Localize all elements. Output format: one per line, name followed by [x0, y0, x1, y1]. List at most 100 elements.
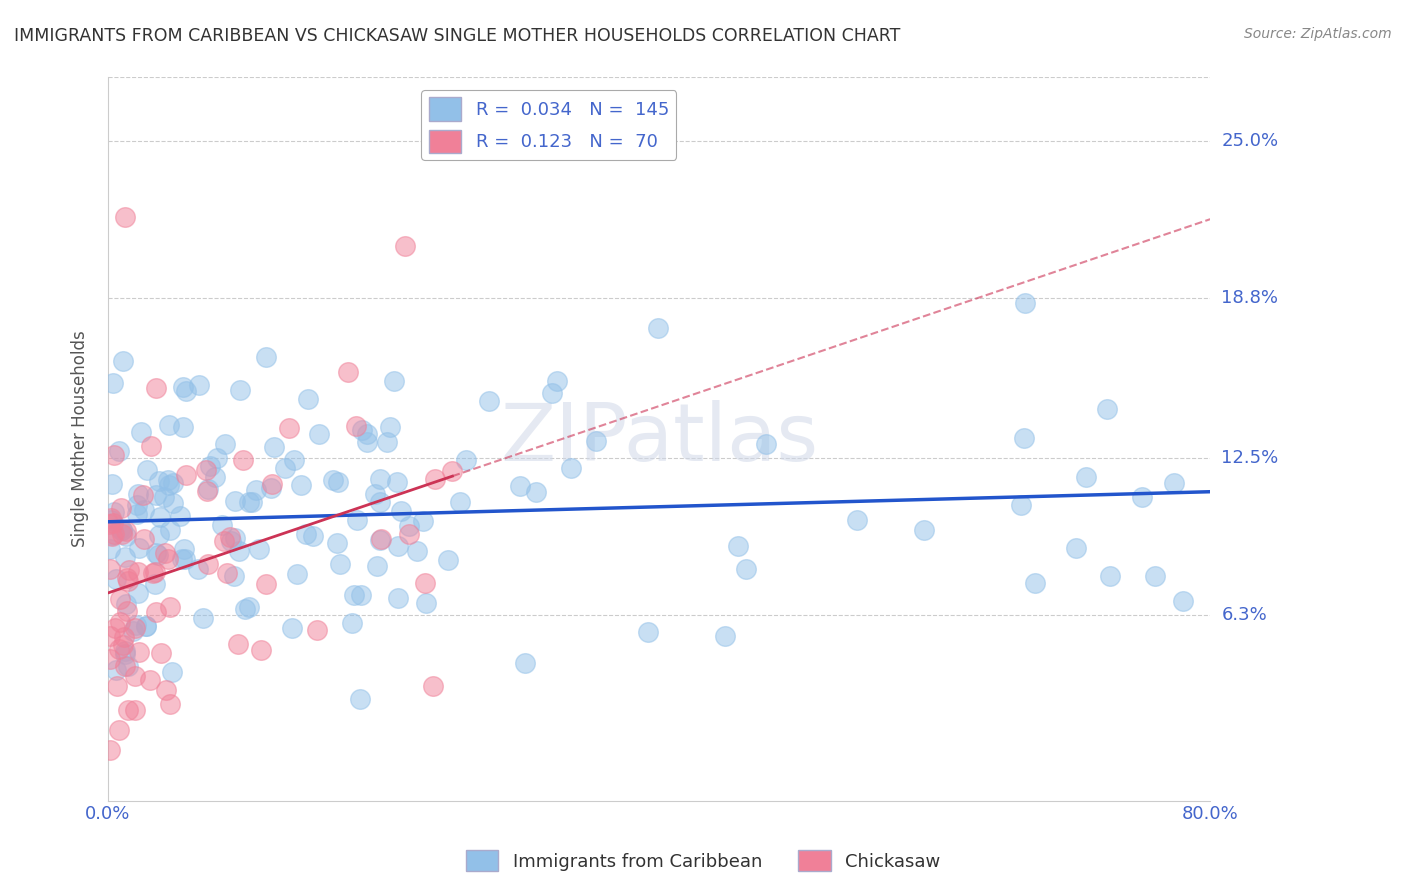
- Point: [233, 602, 256, 616]
- Point: [343, 588, 366, 602]
- Point: [205, 450, 228, 465]
- Point: [329, 557, 352, 571]
- Point: [142, 566, 165, 580]
- Point: [509, 479, 531, 493]
- Point: [101, 376, 124, 390]
- Point: [127, 487, 149, 501]
- Point: [124, 703, 146, 717]
- Text: IMMIGRANTS FROM CARIBBEAN VS CHICKASAW SINGLE MOTHER HOUSEHOLDS CORRELATION CHAR: IMMIGRANTS FROM CARIBBEAN VS CHICKASAW S…: [14, 27, 900, 45]
- Point: [153, 546, 176, 560]
- Point: [228, 543, 250, 558]
- Point: [637, 624, 659, 639]
- Point: [172, 419, 194, 434]
- Point: [346, 419, 368, 434]
- Point: [845, 513, 868, 527]
- Point: [143, 565, 166, 579]
- Point: [368, 472, 391, 486]
- Point: [128, 541, 150, 556]
- Point: [1010, 499, 1032, 513]
- Point: [149, 509, 172, 524]
- Point: [174, 467, 197, 482]
- Point: [350, 588, 373, 602]
- Point: [238, 599, 260, 614]
- Point: [145, 381, 167, 395]
- Point: [647, 321, 669, 335]
- Point: [290, 478, 312, 492]
- Point: [1171, 594, 1194, 608]
- Point: [100, 514, 122, 528]
- Point: [211, 518, 233, 533]
- Point: [156, 552, 179, 566]
- Point: [124, 669, 146, 683]
- Point: [260, 477, 283, 491]
- Point: [135, 463, 157, 477]
- Point: [162, 475, 184, 490]
- Point: [139, 673, 162, 688]
- Point: [541, 386, 564, 401]
- Point: [204, 470, 226, 484]
- Point: [143, 577, 166, 591]
- Point: [387, 539, 409, 553]
- Point: [1130, 490, 1153, 504]
- Point: [224, 531, 246, 545]
- Point: [370, 533, 392, 547]
- Point: [449, 495, 471, 509]
- Point: [1098, 568, 1121, 582]
- Point: [238, 495, 260, 509]
- Point: [281, 621, 304, 635]
- Point: [714, 629, 737, 643]
- Point: [326, 475, 349, 490]
- Point: [114, 644, 136, 658]
- Point: [125, 499, 148, 513]
- Point: [108, 723, 131, 737]
- Point: [212, 533, 235, 548]
- Point: [118, 563, 141, 577]
- Point: [350, 423, 373, 437]
- Point: [104, 572, 127, 586]
- Point: [98, 562, 121, 576]
- Point: [387, 591, 409, 606]
- Point: [145, 605, 167, 619]
- Point: [103, 448, 125, 462]
- Point: [155, 682, 177, 697]
- Point: [110, 522, 132, 536]
- Point: [250, 643, 273, 657]
- Point: [148, 475, 170, 489]
- Point: [454, 453, 477, 467]
- Point: [145, 546, 167, 560]
- Point: [114, 658, 136, 673]
- Point: [111, 523, 134, 537]
- Point: [285, 567, 308, 582]
- Point: [101, 529, 124, 543]
- Point: [560, 461, 582, 475]
- Point: [159, 599, 181, 614]
- Point: [242, 494, 264, 508]
- Point: [193, 611, 215, 625]
- Point: [217, 566, 239, 581]
- Point: [1014, 431, 1036, 445]
- Point: [135, 619, 157, 633]
- Point: [114, 210, 136, 224]
- Point: [111, 523, 134, 537]
- Point: [115, 571, 138, 585]
- Point: [162, 665, 184, 679]
- Point: [336, 365, 359, 379]
- Point: [305, 624, 328, 638]
- Point: [263, 440, 285, 454]
- Point: [412, 514, 434, 528]
- Text: ZIPatlas: ZIPatlas: [501, 400, 818, 478]
- Point: [368, 533, 391, 548]
- Point: [278, 421, 301, 435]
- Point: [115, 598, 138, 612]
- Point: [222, 568, 245, 582]
- Point: [1014, 295, 1036, 310]
- Point: [108, 641, 131, 656]
- Text: 18.8%: 18.8%: [1222, 289, 1278, 307]
- Point: [440, 464, 463, 478]
- Point: [156, 473, 179, 487]
- Point: [415, 596, 437, 610]
- Point: [195, 463, 218, 477]
- Point: [247, 541, 270, 556]
- Text: 12.5%: 12.5%: [1222, 449, 1278, 467]
- Point: [515, 656, 537, 670]
